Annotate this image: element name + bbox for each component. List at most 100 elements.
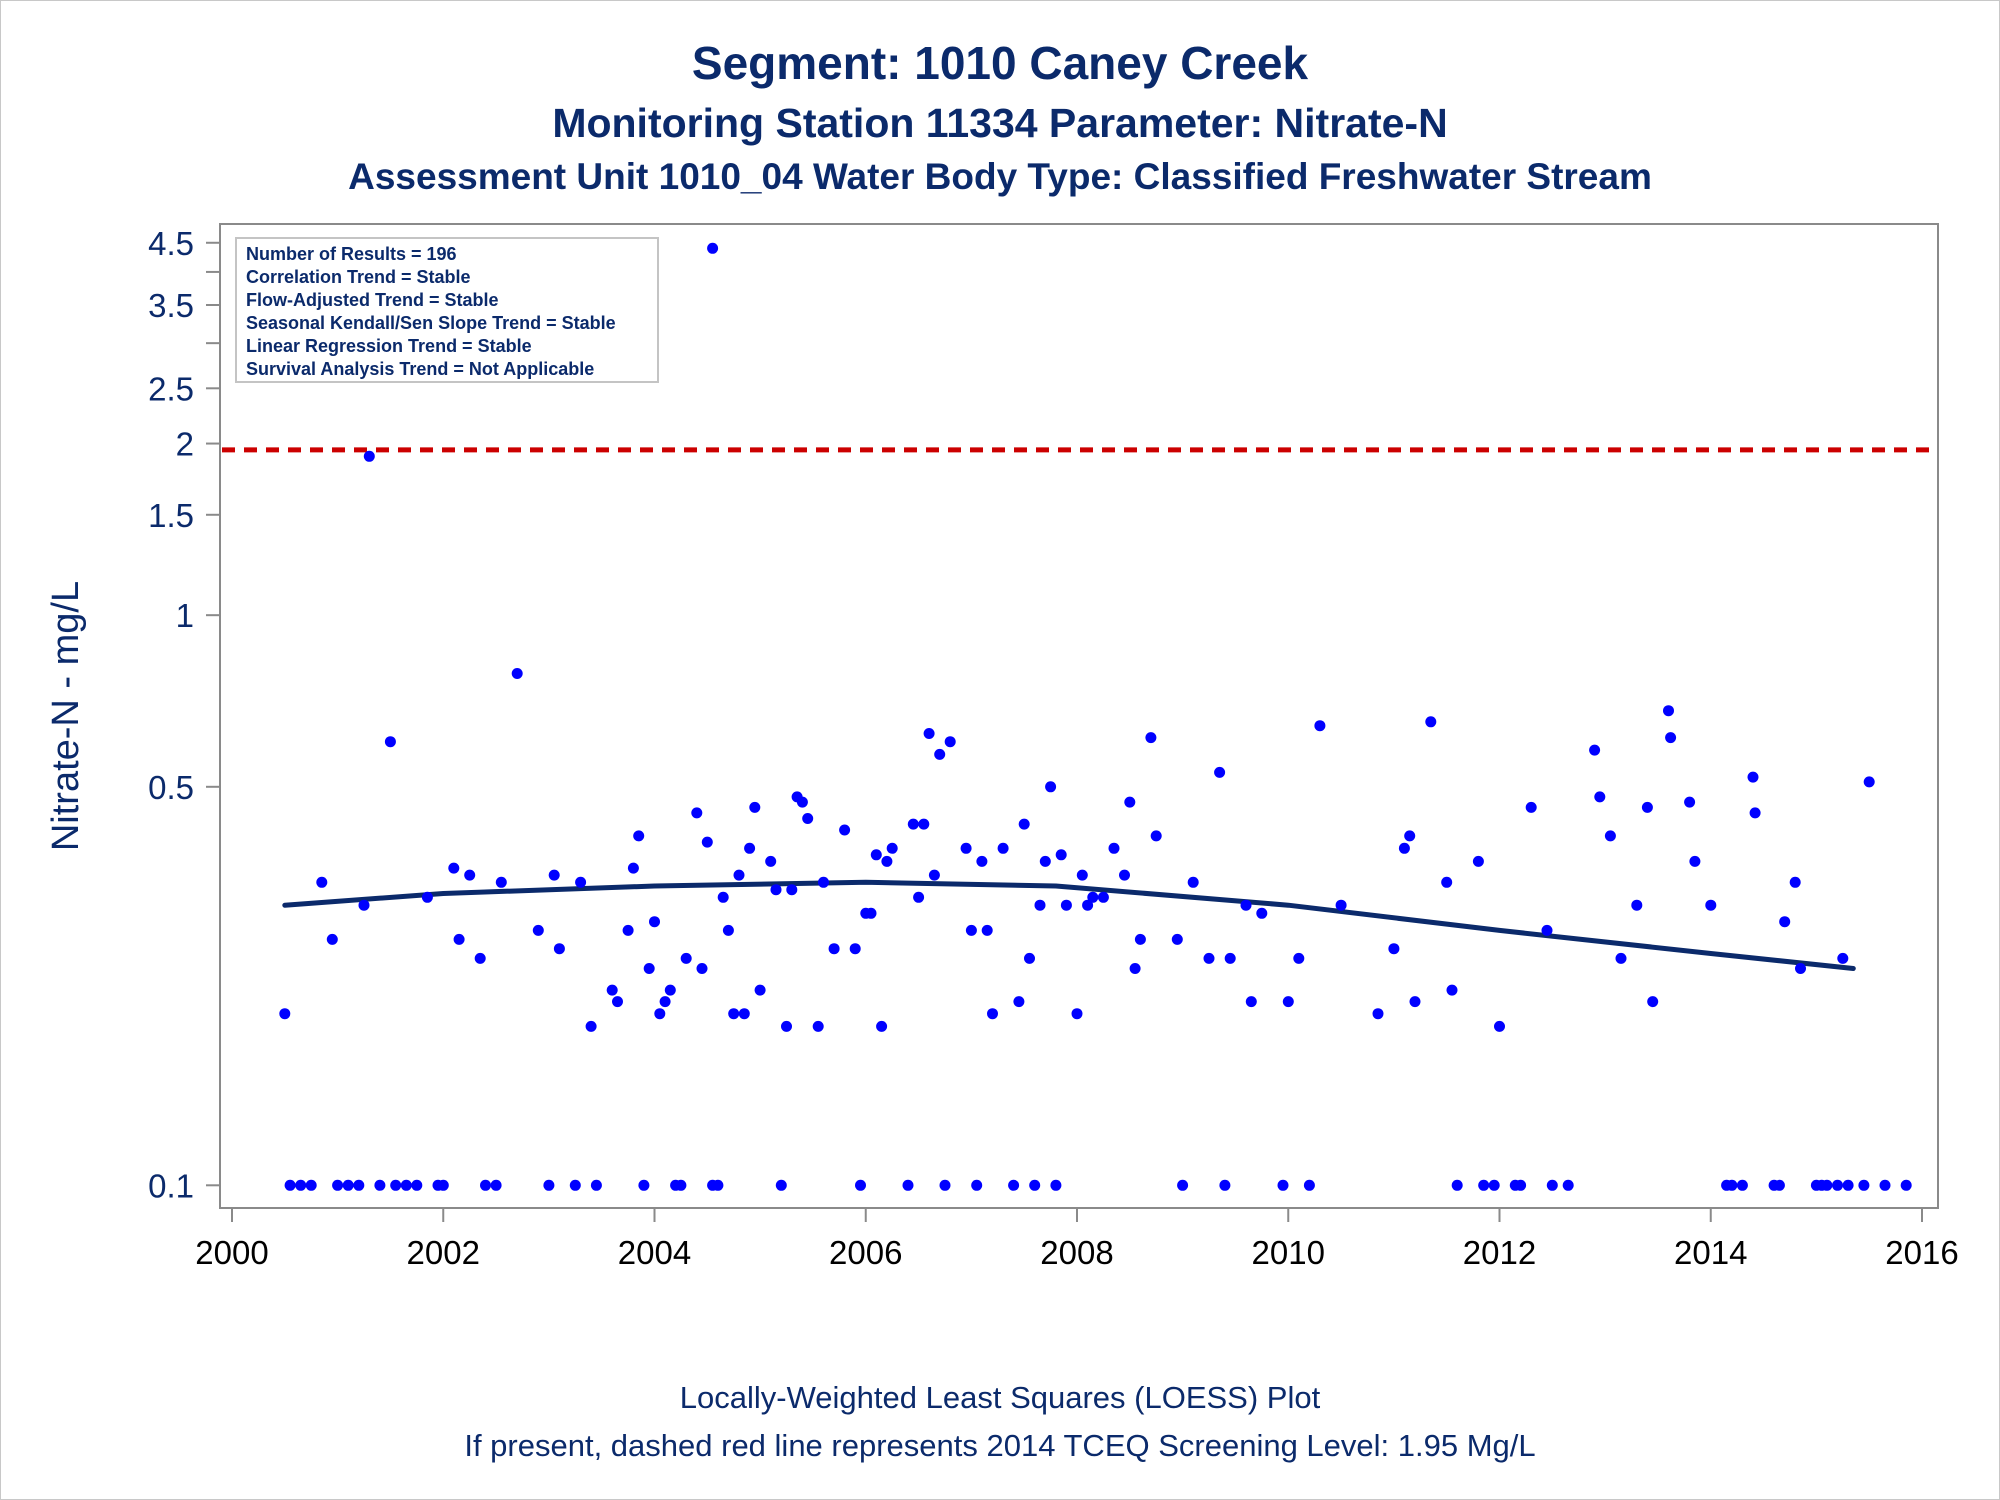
- data-point: [754, 984, 766, 996]
- data-point: [543, 1179, 555, 1191]
- data-point: [1472, 855, 1484, 867]
- data-point: [1314, 720, 1326, 732]
- data-point: [1546, 1179, 1558, 1191]
- data-point: [1045, 781, 1057, 793]
- data-point: [1663, 705, 1674, 717]
- data-point: [474, 952, 486, 964]
- data-point: [1858, 1179, 1870, 1191]
- data-point: [1747, 771, 1759, 783]
- data-point: [1177, 1179, 1189, 1191]
- data-point: [654, 1008, 666, 1020]
- data-point: [1779, 916, 1791, 928]
- data-point: [664, 984, 676, 996]
- data-point: [680, 952, 692, 964]
- data-point: [400, 1179, 412, 1191]
- stats-line: Flow-Adjusted Trend = Stable: [246, 290, 499, 310]
- y-tick-label: 4.5: [148, 225, 194, 262]
- data-point: [960, 842, 972, 854]
- data-point: [1224, 952, 1236, 964]
- data-point: [1604, 830, 1616, 842]
- data-point: [717, 891, 729, 903]
- x-tick-label: 2004: [618, 1234, 691, 1271]
- stats-line: Number of Results = 196: [246, 244, 457, 264]
- data-point: [353, 1179, 365, 1191]
- x-tick-label: 2010: [1252, 1234, 1325, 1271]
- data-point: [1018, 818, 1030, 830]
- data-point: [712, 1179, 724, 1191]
- data-point: [775, 1179, 787, 1191]
- data-point: [279, 1008, 291, 1020]
- data-point: [876, 1020, 888, 1032]
- data-point: [1541, 924, 1553, 936]
- data-point: [1451, 1179, 1463, 1191]
- x-tick-label: 2012: [1463, 1234, 1536, 1271]
- data-point: [363, 450, 375, 462]
- data-point: [1303, 1179, 1315, 1191]
- data-point: [1589, 744, 1601, 756]
- data-point: [553, 943, 565, 955]
- data-point: [1134, 933, 1146, 945]
- data-point: [1050, 1179, 1062, 1191]
- data-point: [976, 855, 988, 867]
- data-point: [1821, 1179, 1833, 1191]
- data-point: [390, 1179, 402, 1191]
- stats-line: Correlation Trend = Stable: [246, 267, 471, 287]
- data-point: [358, 899, 370, 911]
- stats-line: Linear Regression Trend = Stable: [246, 336, 532, 356]
- data-point: [1119, 869, 1130, 881]
- data-point: [1388, 943, 1400, 955]
- data-point: [818, 876, 829, 888]
- data-point: [1842, 1179, 1854, 1191]
- data-point: [569, 1179, 581, 1191]
- data-point: [421, 891, 433, 903]
- data-point: [1404, 830, 1416, 842]
- data-point: [305, 1179, 317, 1191]
- data-point: [1293, 952, 1305, 964]
- data-point: [606, 984, 618, 996]
- data-point: [722, 924, 734, 936]
- data-point: [765, 855, 777, 867]
- data-point: [928, 869, 940, 881]
- data-point: [1013, 996, 1025, 1008]
- data-point: [1076, 869, 1088, 881]
- data-point: [1245, 996, 1257, 1008]
- data-point: [1425, 716, 1437, 728]
- data-point: [1171, 933, 1183, 945]
- data-point: [1214, 766, 1226, 778]
- data-point: [1705, 899, 1717, 911]
- data-point: [1773, 1179, 1785, 1191]
- data-point: [786, 884, 798, 896]
- data-point: [923, 728, 935, 739]
- data-point: [1441, 876, 1453, 888]
- data-point: [1282, 996, 1294, 1008]
- data-point: [981, 924, 993, 936]
- data-point: [374, 1179, 386, 1191]
- data-point: [1515, 1179, 1527, 1191]
- data-point: [1631, 899, 1643, 911]
- data-point: [1034, 899, 1046, 911]
- data-point: [828, 943, 840, 955]
- data-point: [881, 855, 893, 867]
- data-point: [1029, 1179, 1041, 1191]
- data-point: [612, 996, 623, 1008]
- data-point: [997, 842, 1009, 854]
- data-point: [1372, 1008, 1384, 1020]
- data-point: [849, 943, 861, 955]
- y-tick-label: 1.5: [148, 497, 194, 534]
- data-point: [590, 1179, 602, 1191]
- data-point: [1203, 952, 1215, 964]
- data-point: [770, 884, 782, 896]
- data-point: [1024, 952, 1035, 964]
- loess-curve: [282, 879, 1856, 971]
- data-point: [691, 807, 703, 819]
- data-point: [1008, 1179, 1020, 1191]
- data-point: [1684, 796, 1696, 808]
- data-point: [1240, 899, 1252, 911]
- data-point: [1150, 830, 1162, 842]
- data-point: [865, 907, 877, 919]
- data-point: [1039, 855, 1051, 867]
- data-point: [707, 242, 719, 254]
- y-tick-label: 0.5: [148, 769, 194, 806]
- data-point: [633, 830, 645, 842]
